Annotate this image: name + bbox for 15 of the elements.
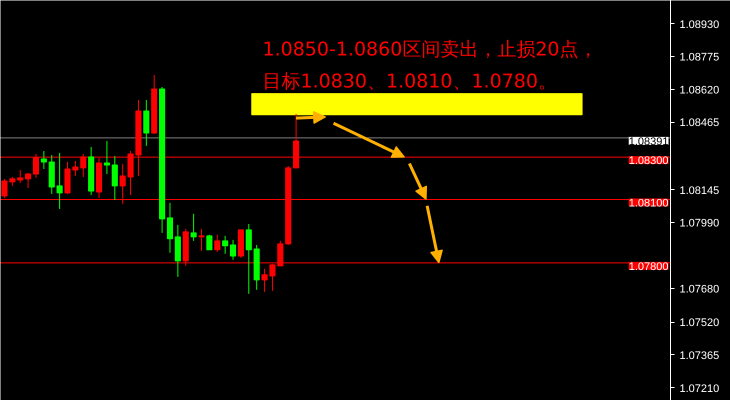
y-tick-label: 1.07680 [680, 283, 720, 296]
y-tick-label: 1.08145 [680, 184, 720, 197]
y-tick-label: 1.08620 [680, 84, 720, 96]
ref-line-label: 1.08100 [628, 197, 669, 210]
y-tick-label: 1.08930 [680, 18, 720, 31]
y-tick-label: 1.07365 [680, 350, 720, 362]
y-tick-label: 1.07990 [680, 218, 720, 230]
y-tick-label: 1.08775 [680, 52, 720, 64]
ref-line-label: 1.08391 [628, 136, 669, 148]
annotation: 1.0850-1.0860区间卖出，止损20点， [262, 38, 598, 60]
y-tick-label: 1.07520 [680, 317, 720, 330]
y-tick-label: 1.08465 [680, 117, 720, 130]
annotation: 目标1.0830、1.0810、1.0780。 [262, 70, 557, 92]
y-tick-label: 1.07210 [680, 382, 720, 395]
ref-line-label: 1.07800 [628, 260, 669, 273]
